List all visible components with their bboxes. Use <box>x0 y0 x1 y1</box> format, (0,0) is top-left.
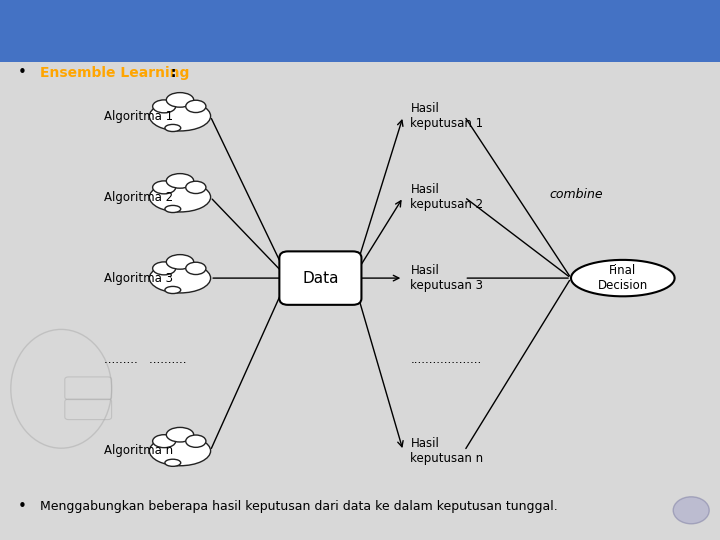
Text: :: : <box>166 66 176 80</box>
Text: .........   ..........: ......... .......... <box>104 353 187 366</box>
Ellipse shape <box>153 262 176 275</box>
Ellipse shape <box>166 173 194 188</box>
Ellipse shape <box>153 100 176 113</box>
Ellipse shape <box>166 428 194 442</box>
Ellipse shape <box>150 436 211 465</box>
Ellipse shape <box>165 124 181 132</box>
Text: Hasil
keputusan 3: Hasil keputusan 3 <box>410 264 483 292</box>
Text: Hasil
keputusan 2: Hasil keputusan 2 <box>410 183 484 211</box>
Text: Algoritma 2: Algoritma 2 <box>104 191 174 204</box>
Text: Hasil
keputusan n: Hasil keputusan n <box>410 437 484 465</box>
Text: Final
Decision: Final Decision <box>598 264 648 292</box>
Text: •: • <box>18 499 27 514</box>
Ellipse shape <box>186 262 206 274</box>
Ellipse shape <box>166 254 194 269</box>
FancyBboxPatch shape <box>0 0 720 62</box>
Ellipse shape <box>186 435 206 447</box>
Text: Data: Data <box>302 271 338 286</box>
Text: Algoritma 1: Algoritma 1 <box>104 110 174 123</box>
Text: •: • <box>18 65 27 80</box>
Text: Algoritma n: Algoritma n <box>104 444 174 457</box>
Ellipse shape <box>165 205 181 213</box>
Text: PTIIK: PTIIK <box>674 10 702 21</box>
Ellipse shape <box>150 101 211 131</box>
Text: Algoritma 3: Algoritma 3 <box>104 272 174 285</box>
Polygon shape <box>571 260 675 296</box>
Text: Hasil
keputusan 1: Hasil keputusan 1 <box>410 102 484 130</box>
Ellipse shape <box>150 263 211 293</box>
Ellipse shape <box>165 459 181 467</box>
Text: Ensemble Learning: Ensemble Learning <box>40 66 189 80</box>
Ellipse shape <box>186 181 206 193</box>
Text: ...................: ................... <box>410 353 482 366</box>
Ellipse shape <box>165 286 181 294</box>
Ellipse shape <box>673 497 709 524</box>
FancyBboxPatch shape <box>279 252 361 305</box>
Ellipse shape <box>153 181 176 194</box>
Text: Group Decision Support Vector Machine (SVM): Group Decision Support Vector Machine (S… <box>61 22 572 40</box>
Ellipse shape <box>166 92 194 107</box>
Ellipse shape <box>186 100 206 112</box>
Ellipse shape <box>150 183 211 212</box>
Text: combine: combine <box>549 188 603 201</box>
Text: Menggabungkan beberapa hasil keputusan dari data ke dalam keputusan tunggal.: Menggabungkan beberapa hasil keputusan d… <box>40 500 557 513</box>
Ellipse shape <box>153 435 176 448</box>
